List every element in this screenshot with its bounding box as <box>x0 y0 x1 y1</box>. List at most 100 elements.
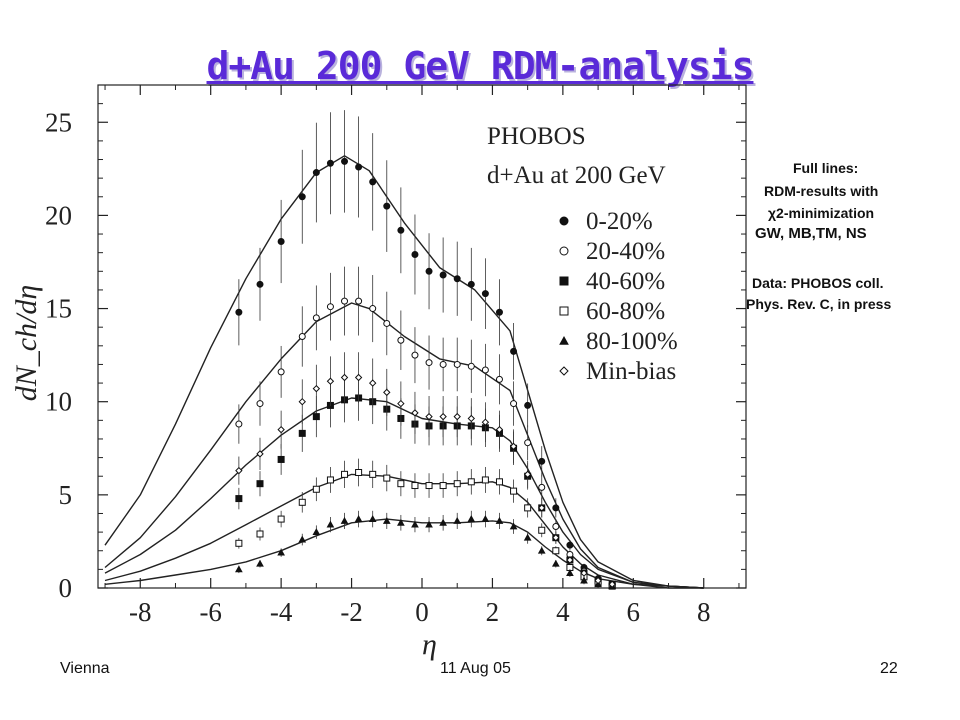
data-point <box>523 470 532 479</box>
data-point <box>298 397 306 406</box>
fit-note-line1: Full lines: <box>793 160 859 176</box>
data-point <box>481 476 489 484</box>
data-point <box>341 470 349 478</box>
data-point <box>326 476 334 484</box>
data-point <box>495 375 503 383</box>
footer-date: 11 Aug 05 <box>440 660 511 677</box>
data-point <box>580 569 588 577</box>
data-point <box>425 482 433 490</box>
slide-title: d+Au 200 GeV RDM-analysis <box>206 44 755 88</box>
data-point <box>411 351 419 359</box>
x-tick-label: 0 <box>415 597 429 627</box>
data-point <box>326 303 334 311</box>
data-point <box>298 333 306 340</box>
data-point <box>256 559 264 567</box>
data-point <box>397 518 405 526</box>
data-point <box>509 442 518 451</box>
x-tick-label: 4 <box>556 597 570 627</box>
data-point <box>467 515 476 522</box>
data-point <box>235 565 243 573</box>
data-point <box>383 319 391 327</box>
data-point <box>467 362 475 370</box>
data-point <box>298 193 306 201</box>
data-point <box>256 400 264 408</box>
data-point <box>467 280 475 288</box>
legend: 0-20% 20-40% 40-60% 60-80% 80-100% Min-bias <box>559 208 678 385</box>
data-point <box>383 388 391 397</box>
data-point <box>382 516 391 524</box>
y-axis-label: dN_ch/dη <box>10 285 43 402</box>
y-tick-label: 5 <box>59 480 73 510</box>
axes: -8 -6 -4 -2 0 2 4 6 8 0 5 10 15 20 25 <box>45 84 747 627</box>
fit-note-line3: χ2-minimization <box>768 205 875 221</box>
data-point <box>277 368 285 376</box>
y-tick-label: 10 <box>45 387 72 417</box>
fit-curve <box>104 155 704 589</box>
data-point <box>354 515 363 522</box>
data-point <box>552 504 560 512</box>
data-point <box>256 450 264 458</box>
data-point <box>235 466 243 475</box>
data-point <box>481 366 489 374</box>
data-point <box>411 409 419 417</box>
data-point <box>425 412 433 421</box>
data-point <box>277 425 285 434</box>
data-point <box>439 412 447 421</box>
data-point <box>453 275 461 283</box>
data-point <box>298 535 307 543</box>
legend-label: 80-100% <box>586 328 678 355</box>
legend-marker <box>559 335 569 345</box>
data-point <box>453 480 461 488</box>
data-point <box>368 379 377 387</box>
legend-marker <box>559 276 569 286</box>
data-point <box>256 280 264 288</box>
data-point <box>481 515 490 522</box>
data-point <box>523 533 532 541</box>
data-point <box>439 271 447 279</box>
data-point <box>510 347 518 355</box>
data-point <box>298 498 306 506</box>
data-point <box>368 515 377 522</box>
data-point <box>326 159 334 167</box>
data-point <box>538 483 546 491</box>
data-point <box>355 163 363 171</box>
data-point <box>369 178 377 186</box>
data-point <box>397 399 405 408</box>
data-point <box>425 267 433 275</box>
data-point <box>537 546 546 554</box>
data-point <box>312 413 320 421</box>
data-point <box>369 470 377 478</box>
data-point <box>510 400 518 408</box>
data-point <box>312 314 320 322</box>
data-point <box>495 516 504 524</box>
fit-note-line2: RDM-results with <box>764 183 879 199</box>
data-point <box>509 522 518 530</box>
y-tick-label: 0 <box>59 573 73 603</box>
legend-label: 60-80% <box>586 298 665 325</box>
data-point <box>453 516 462 524</box>
x-axis-label: η <box>422 628 437 661</box>
data-point <box>235 495 243 503</box>
data-point <box>256 530 264 538</box>
data-point <box>467 414 476 423</box>
data-point <box>552 533 560 542</box>
data-point <box>397 336 405 344</box>
data-point <box>411 482 419 490</box>
data-point <box>340 516 349 524</box>
legend-label: 40-60% <box>586 268 665 295</box>
x-tick-label: -4 <box>270 597 293 627</box>
data-point <box>341 297 349 305</box>
data-point <box>277 515 285 523</box>
data-point <box>355 297 363 305</box>
data-point <box>481 418 490 426</box>
data-point <box>383 202 391 210</box>
fit-curve <box>104 518 704 589</box>
data-point <box>608 580 616 588</box>
data-point <box>594 576 602 585</box>
data-point <box>355 468 363 476</box>
data-point <box>551 559 560 567</box>
data-point <box>439 360 447 368</box>
chart-subtitle: d+Au at 200 GeV <box>487 162 666 189</box>
data-point <box>411 520 419 528</box>
